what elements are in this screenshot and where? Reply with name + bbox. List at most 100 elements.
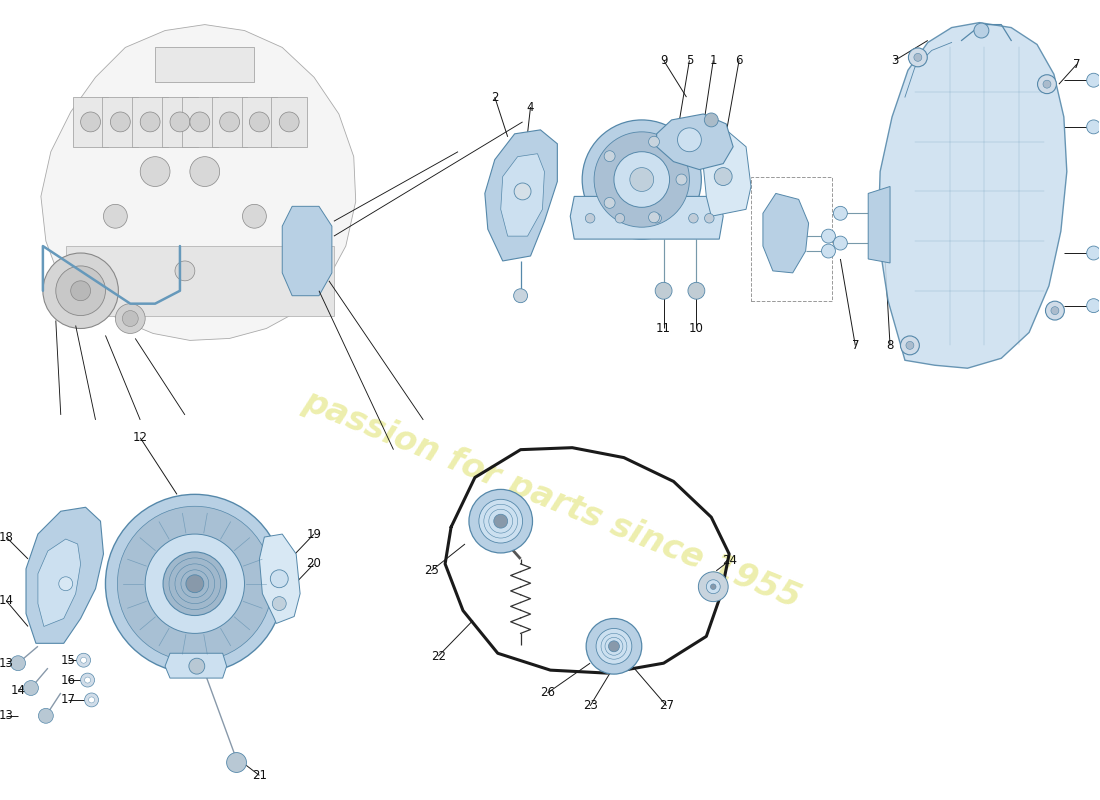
Circle shape [1087, 298, 1100, 313]
Text: 14: 14 [0, 594, 13, 607]
Polygon shape [283, 206, 332, 296]
Circle shape [89, 697, 95, 703]
Text: 15: 15 [60, 654, 75, 666]
Polygon shape [162, 97, 198, 146]
Circle shape [80, 112, 100, 132]
Circle shape [273, 597, 286, 610]
Circle shape [605, 638, 623, 655]
Text: 1: 1 [710, 54, 717, 67]
Polygon shape [260, 534, 300, 623]
Circle shape [169, 558, 221, 610]
Polygon shape [41, 25, 355, 341]
Text: 7: 7 [1072, 58, 1080, 71]
Text: 25: 25 [424, 564, 439, 578]
Text: 20: 20 [307, 558, 321, 570]
Circle shape [1087, 246, 1100, 260]
Polygon shape [272, 97, 307, 146]
Circle shape [614, 152, 670, 207]
Circle shape [834, 236, 847, 250]
Circle shape [220, 112, 240, 132]
Circle shape [1087, 120, 1100, 134]
Polygon shape [242, 97, 277, 146]
Text: 12: 12 [133, 431, 147, 444]
Circle shape [630, 168, 653, 191]
Circle shape [484, 504, 518, 538]
Circle shape [106, 494, 284, 673]
Circle shape [163, 552, 227, 615]
Circle shape [39, 708, 53, 723]
Circle shape [1050, 306, 1059, 314]
Circle shape [227, 753, 246, 773]
Circle shape [514, 289, 528, 302]
Circle shape [145, 534, 244, 634]
Circle shape [678, 128, 702, 152]
Polygon shape [165, 654, 227, 678]
Polygon shape [73, 97, 109, 146]
Polygon shape [485, 130, 558, 261]
Bar [751, 177, 833, 301]
Circle shape [711, 584, 716, 590]
Circle shape [1037, 74, 1056, 94]
Polygon shape [763, 194, 808, 273]
Circle shape [706, 580, 721, 594]
Circle shape [974, 23, 989, 38]
Circle shape [478, 499, 522, 543]
Polygon shape [66, 246, 334, 315]
Circle shape [601, 634, 627, 659]
Text: 18: 18 [0, 530, 13, 543]
Text: 11: 11 [656, 322, 671, 335]
Text: 23: 23 [583, 699, 597, 712]
Text: 22: 22 [431, 650, 446, 662]
Circle shape [116, 304, 145, 334]
Text: 26: 26 [540, 686, 554, 699]
Text: 10: 10 [689, 322, 704, 335]
Polygon shape [102, 97, 139, 146]
Text: 7: 7 [851, 339, 859, 352]
Polygon shape [182, 97, 218, 146]
Circle shape [514, 183, 531, 200]
Circle shape [1087, 74, 1100, 87]
Circle shape [604, 150, 615, 162]
Circle shape [80, 658, 87, 663]
Circle shape [649, 212, 660, 222]
Circle shape [175, 564, 214, 603]
Circle shape [11, 656, 25, 670]
Text: 21: 21 [252, 769, 267, 782]
Text: 19: 19 [307, 527, 321, 541]
Circle shape [901, 336, 920, 355]
Circle shape [250, 112, 270, 132]
Polygon shape [132, 97, 168, 146]
Text: 14: 14 [11, 683, 25, 697]
Circle shape [615, 214, 625, 223]
Text: 13: 13 [0, 710, 13, 722]
Circle shape [488, 510, 513, 533]
Circle shape [56, 266, 106, 315]
Circle shape [175, 261, 195, 281]
Polygon shape [155, 47, 254, 82]
Circle shape [180, 570, 209, 598]
Circle shape [906, 342, 914, 350]
Text: 4: 4 [527, 101, 535, 114]
Circle shape [586, 618, 641, 674]
Circle shape [582, 120, 702, 239]
Circle shape [585, 214, 595, 223]
Text: 9: 9 [660, 54, 668, 67]
Circle shape [649, 136, 660, 147]
Circle shape [58, 577, 73, 590]
Circle shape [279, 112, 299, 132]
Circle shape [43, 253, 119, 329]
Circle shape [103, 204, 128, 228]
Text: 16: 16 [60, 674, 75, 686]
Text: 3: 3 [891, 54, 899, 67]
Circle shape [110, 112, 130, 132]
Circle shape [704, 214, 714, 223]
Text: 17: 17 [60, 694, 75, 706]
Circle shape [604, 198, 615, 208]
Text: 2: 2 [491, 90, 498, 103]
Polygon shape [570, 197, 723, 239]
Circle shape [689, 214, 698, 223]
Circle shape [688, 282, 705, 299]
Polygon shape [868, 186, 890, 263]
Circle shape [608, 641, 619, 652]
Circle shape [822, 229, 835, 243]
